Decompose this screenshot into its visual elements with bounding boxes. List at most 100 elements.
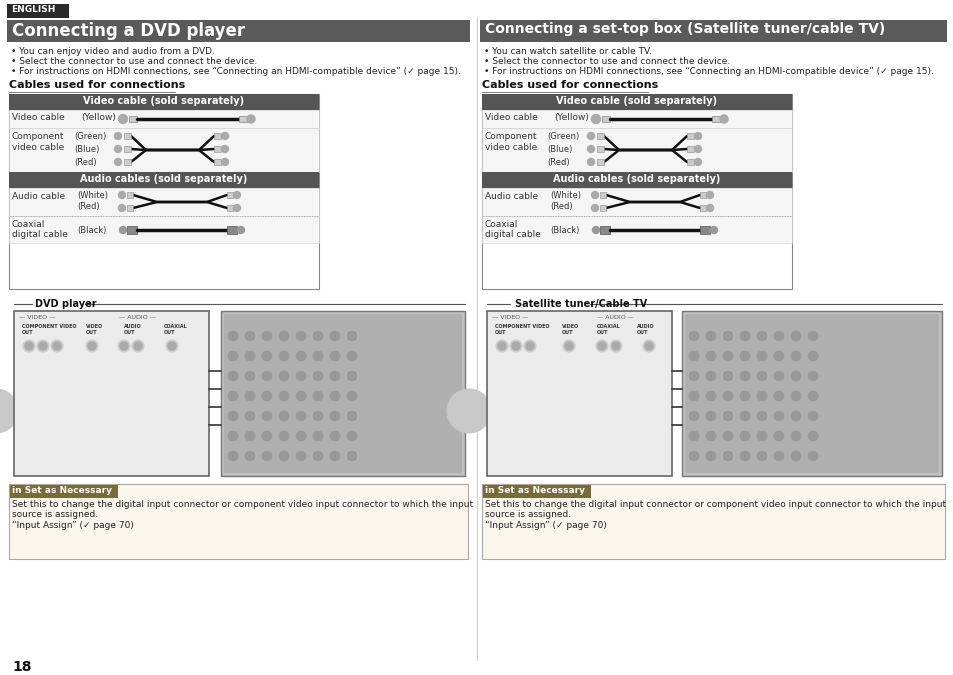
Circle shape bbox=[740, 351, 749, 361]
Circle shape bbox=[694, 146, 700, 153]
Circle shape bbox=[245, 451, 254, 461]
Circle shape bbox=[722, 391, 732, 401]
Bar bbox=[129, 116, 137, 122]
Text: (Red): (Red) bbox=[74, 158, 96, 167]
Bar bbox=[9, 110, 318, 128]
Circle shape bbox=[497, 342, 505, 350]
Circle shape bbox=[722, 371, 732, 381]
Bar bbox=[7, 4, 69, 18]
Circle shape bbox=[740, 371, 749, 381]
Text: video cable: video cable bbox=[12, 143, 64, 152]
Circle shape bbox=[278, 431, 289, 441]
Circle shape bbox=[790, 431, 801, 441]
Text: (Yellow): (Yellow) bbox=[554, 113, 588, 122]
Circle shape bbox=[53, 342, 61, 350]
Circle shape bbox=[587, 132, 594, 140]
Bar bbox=[9, 484, 468, 559]
Circle shape bbox=[39, 342, 47, 350]
Bar bbox=[10, 485, 118, 498]
Circle shape bbox=[790, 411, 801, 421]
Circle shape bbox=[168, 342, 175, 350]
Circle shape bbox=[245, 431, 254, 441]
Circle shape bbox=[228, 351, 237, 361]
Circle shape bbox=[295, 451, 306, 461]
Bar bbox=[684, 314, 938, 473]
Bar bbox=[213, 133, 221, 139]
Circle shape bbox=[705, 331, 716, 341]
Circle shape bbox=[790, 351, 801, 361]
Bar bbox=[227, 192, 233, 198]
Text: VIDEO
OUT: VIDEO OUT bbox=[86, 324, 103, 335]
Circle shape bbox=[278, 371, 289, 381]
Circle shape bbox=[740, 331, 749, 341]
Circle shape bbox=[740, 411, 749, 421]
Bar bbox=[127, 205, 132, 211]
Circle shape bbox=[562, 340, 575, 352]
Circle shape bbox=[330, 371, 339, 381]
Circle shape bbox=[591, 115, 599, 124]
Circle shape bbox=[773, 391, 783, 401]
Circle shape bbox=[694, 132, 700, 140]
Circle shape bbox=[705, 431, 716, 441]
Bar bbox=[127, 192, 132, 198]
Bar bbox=[479, 20, 946, 42]
Circle shape bbox=[262, 431, 272, 441]
Text: COAXIAL
OUT: COAXIAL OUT bbox=[164, 324, 188, 335]
Circle shape bbox=[757, 351, 766, 361]
Bar bbox=[227, 205, 233, 211]
Bar bbox=[481, 128, 791, 172]
Circle shape bbox=[278, 451, 289, 461]
Text: — AUDIO —: — AUDIO — bbox=[119, 315, 156, 320]
Circle shape bbox=[688, 371, 699, 381]
Circle shape bbox=[496, 340, 507, 352]
Circle shape bbox=[722, 451, 732, 461]
Text: Component: Component bbox=[484, 132, 537, 141]
Text: (White): (White) bbox=[77, 191, 108, 200]
Text: Audio cable: Audio cable bbox=[484, 192, 537, 201]
Text: (White): (White) bbox=[550, 191, 580, 200]
Bar bbox=[711, 116, 720, 122]
Circle shape bbox=[790, 451, 801, 461]
Circle shape bbox=[688, 351, 699, 361]
Circle shape bbox=[705, 391, 716, 401]
Text: (Blue): (Blue) bbox=[546, 145, 572, 154]
Text: Video cable (sold separately): Video cable (sold separately) bbox=[83, 96, 244, 106]
Text: (Black): (Black) bbox=[550, 226, 578, 235]
Bar bbox=[221, 311, 464, 476]
Bar bbox=[599, 205, 605, 211]
Bar bbox=[9, 94, 318, 289]
Circle shape bbox=[278, 351, 289, 361]
Bar bbox=[14, 311, 209, 476]
Text: Component: Component bbox=[12, 132, 65, 141]
Circle shape bbox=[120, 342, 128, 350]
Text: (Yellow): (Yellow) bbox=[81, 113, 115, 122]
Circle shape bbox=[295, 351, 306, 361]
Circle shape bbox=[278, 391, 289, 401]
Circle shape bbox=[119, 227, 127, 234]
Circle shape bbox=[633, 399, 657, 423]
Circle shape bbox=[347, 331, 356, 341]
Circle shape bbox=[591, 205, 598, 211]
Circle shape bbox=[592, 227, 598, 234]
Text: — VIDEO —: — VIDEO — bbox=[492, 315, 528, 320]
Circle shape bbox=[722, 351, 732, 361]
Circle shape bbox=[114, 159, 121, 165]
Circle shape bbox=[590, 395, 622, 427]
Text: • You can watch satellite or cable TV.: • You can watch satellite or cable TV. bbox=[483, 47, 651, 56]
Circle shape bbox=[722, 431, 732, 441]
Text: Audio cables (sold separately): Audio cables (sold separately) bbox=[80, 174, 248, 184]
Circle shape bbox=[773, 451, 783, 461]
Circle shape bbox=[118, 205, 126, 211]
Circle shape bbox=[512, 342, 519, 350]
Circle shape bbox=[688, 451, 699, 461]
Bar bbox=[681, 311, 941, 476]
Text: Audio cables (sold separately): Audio cables (sold separately) bbox=[553, 174, 720, 184]
Bar bbox=[599, 226, 609, 234]
Circle shape bbox=[757, 431, 766, 441]
Circle shape bbox=[722, 331, 732, 341]
Circle shape bbox=[757, 411, 766, 421]
Text: (Red): (Red) bbox=[546, 158, 569, 167]
Circle shape bbox=[710, 227, 717, 234]
Circle shape bbox=[545, 395, 578, 427]
Bar bbox=[700, 205, 705, 211]
